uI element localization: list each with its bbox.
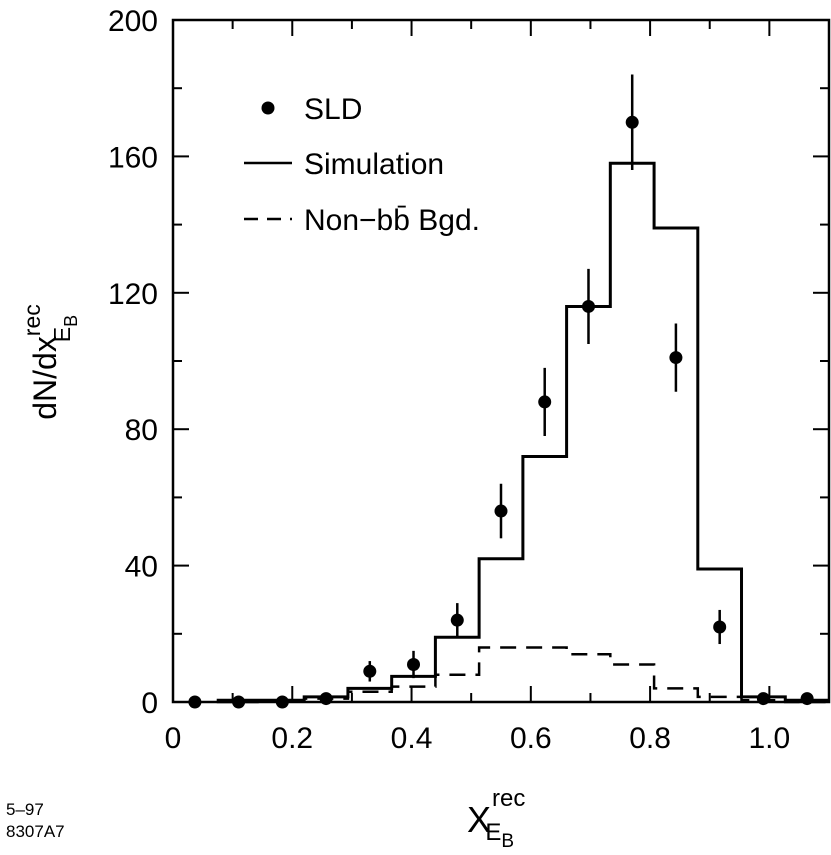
- sld-data-point: [800, 692, 814, 706]
- footnote-date: 5–97: [6, 800, 44, 819]
- sld-data-point: [450, 613, 464, 627]
- sld-data-point: [232, 695, 246, 709]
- x-axis-title: Xrec EB: [467, 785, 525, 852]
- sld-data-point: [756, 692, 770, 706]
- y-axis-title: dN/dxrec EB: [19, 304, 81, 420]
- sld-data-point: [319, 692, 333, 706]
- background-step-line: [216, 646, 829, 704]
- simulation-step-line: [216, 161, 829, 702]
- sld-data-point: [188, 695, 202, 709]
- legend-label-sld: SLD: [304, 93, 362, 126]
- y-tick-label: 80: [125, 414, 158, 447]
- y-tick-labels: 0 40 80 120 160 200: [108, 5, 158, 720]
- sld-data-point: [275, 695, 289, 709]
- x-tick-label: 0.4: [391, 722, 433, 755]
- background-histogram: [216, 646, 829, 704]
- sld-data-point: [538, 395, 552, 409]
- y-tick-label: 120: [108, 278, 158, 311]
- y-tick-label: 160: [108, 141, 158, 174]
- sld-data-points: [188, 74, 814, 709]
- legend-label-simulation: Simulation: [304, 148, 444, 181]
- legend: SLD Simulation Non−bb̄ Bgd.: [244, 93, 480, 237]
- sld-data-point: [494, 504, 508, 518]
- simulation-histogram: [216, 161, 829, 702]
- sld-data-point: [407, 657, 421, 671]
- y-tick-label: 0: [141, 687, 158, 720]
- axis-ticks: [172, 19, 830, 703]
- sld-data-point: [363, 664, 377, 678]
- sld-data-point: [713, 620, 727, 634]
- sld-data-point: [581, 299, 595, 313]
- x-tick-label: 0.8: [629, 722, 671, 755]
- sld-data-point: [669, 351, 683, 365]
- x-tick-label: 1.0: [749, 722, 791, 755]
- sld-data-point: [625, 115, 639, 129]
- legend-marker-sld: [261, 101, 275, 115]
- y-tick-label: 40: [125, 551, 158, 584]
- x-tick-label: 0.6: [510, 722, 552, 755]
- x-tick-label: 0.2: [271, 722, 313, 755]
- x-tick-labels: 0 0.2 0.4 0.6 0.8 1.0: [165, 722, 791, 755]
- y-tick-label: 200: [108, 5, 158, 38]
- legend-label-background: Non−bb̄ Bgd.: [304, 204, 480, 237]
- plot-frame: [171, 18, 831, 704]
- x-tick-label: 0: [165, 722, 182, 755]
- footnote-id: 8307A7: [6, 822, 65, 841]
